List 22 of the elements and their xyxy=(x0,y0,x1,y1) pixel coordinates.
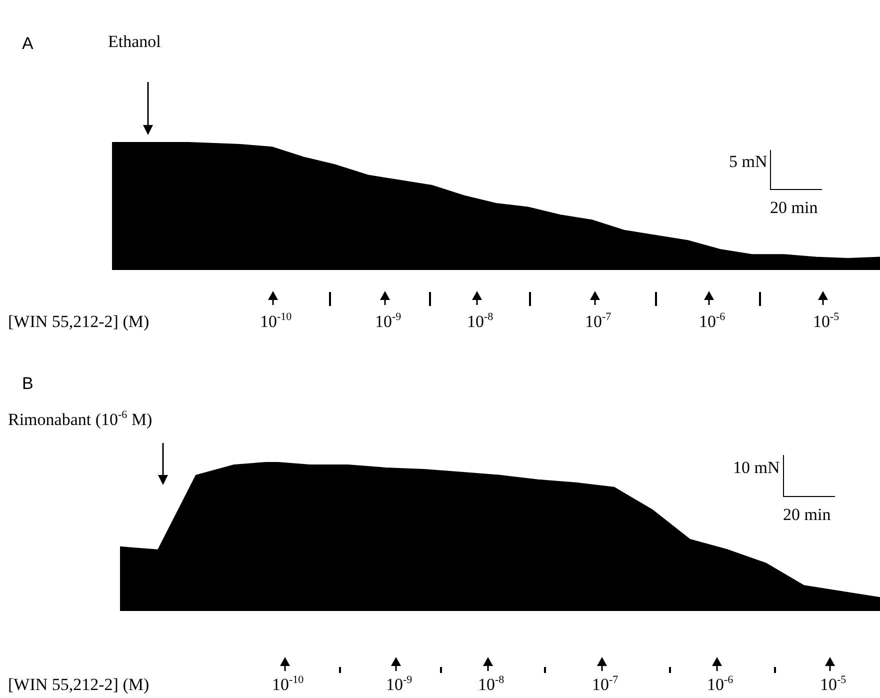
text: Ethanol xyxy=(108,32,161,52)
annotation: 10 mN xyxy=(733,458,780,478)
text: 10$^{-7}$ xyxy=(592,674,618,695)
chart-title: B xyxy=(22,374,34,394)
annotation: 5 mN xyxy=(729,152,768,172)
text: [WIN 55,212-2] (M) xyxy=(8,675,150,695)
text: 10$^{-10}$ xyxy=(272,674,304,695)
chart-title: A xyxy=(22,34,34,54)
text: 10$^{-8}$ xyxy=(478,674,504,695)
text: 10$^{-5}$ xyxy=(813,311,840,332)
text: 10$^{-7}$ xyxy=(585,311,612,332)
annotation: 20 min xyxy=(783,505,831,525)
text: 10$^{-8}$ xyxy=(467,311,494,332)
text: 10$^{-10}$ xyxy=(260,311,292,332)
text: [WIN 55,212-2] (M) xyxy=(8,312,150,332)
text: 10$^{-9}$ xyxy=(386,674,412,695)
text: 10$^{-9}$ xyxy=(375,311,402,332)
text: 10$^{-5}$ xyxy=(820,674,846,695)
text: Rimonabant (10$^{-6}$ M) xyxy=(8,409,152,430)
annotation: 20 min xyxy=(770,198,818,218)
text: 10$^{-6}$ xyxy=(707,674,734,695)
text: 10$^{-6}$ xyxy=(699,311,726,332)
